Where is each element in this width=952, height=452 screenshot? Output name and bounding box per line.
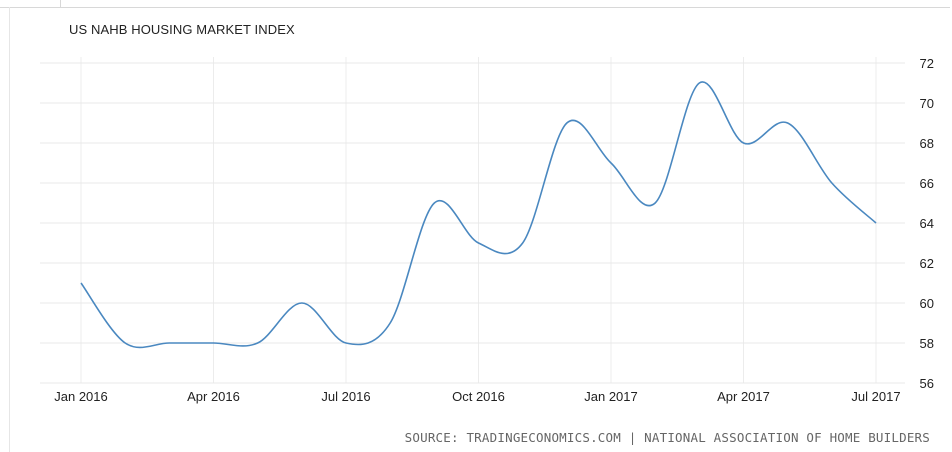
source-note: SOURCE: TRADINGECONOMICS.COM | NATIONAL …: [404, 430, 930, 445]
y-tick-label: 72: [920, 56, 934, 71]
x-tick-label: Jul 2017: [851, 389, 900, 404]
y-tick-label: 62: [920, 256, 934, 271]
x-tick-label: Jul 2016: [321, 389, 370, 404]
y-tick-label: 66: [920, 176, 934, 191]
vertical-grid: [80, 57, 877, 383]
panel-top-border: [0, 0, 950, 8]
panel-left-border: [9, 7, 10, 452]
y-axis-labels: 56 58 60 62 64 66 68 70 72: [920, 56, 934, 391]
x-tick-label: Apr 2016: [187, 389, 240, 404]
y-tick-label: 70: [920, 96, 934, 111]
x-tick-label: Jan 2017: [584, 389, 638, 404]
x-tick-label: Apr 2017: [717, 389, 770, 404]
series-line: [80, 81, 877, 349]
y-tick-label: 58: [920, 336, 934, 351]
y-tick-label: 56: [920, 376, 934, 391]
x-tick-label: Oct 2016: [452, 389, 505, 404]
x-tick-label: Jan 2016: [54, 389, 108, 404]
y-tick-label: 68: [920, 136, 934, 151]
series-layer: [80, 81, 877, 349]
y-tick-label: 64: [920, 216, 934, 231]
x-axis-labels: Jan 2016 Apr 2016 Jul 2016 Oct 2016 Jan 2017…: [54, 389, 900, 404]
panel-tab: [0, 0, 61, 7]
chart-title: US NAHB HOUSING MARKET INDEX: [69, 22, 295, 37]
horizontal-grid: [40, 62, 905, 384]
y-tick-label: 60: [920, 296, 934, 311]
